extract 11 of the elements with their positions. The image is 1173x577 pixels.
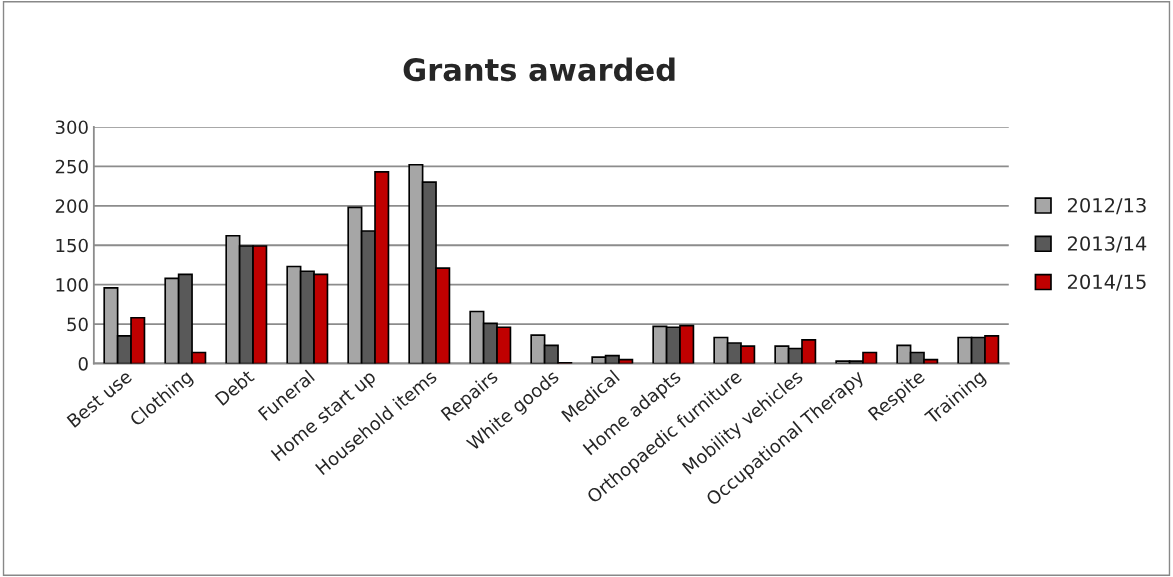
- legend-label: 2014/15: [1067, 274, 1146, 291]
- y-tick-label: 0: [78, 356, 88, 371]
- y-tick-label: 250: [55, 159, 88, 174]
- y-tick-label: 100: [56, 278, 88, 292]
- y-tick-label: 50: [67, 317, 88, 332]
- chart-title: Grants awarded: [403, 57, 675, 82]
- legend-label: 2012/13: [1067, 197, 1146, 215]
- legend-label: 2013/14: [1067, 236, 1147, 253]
- y-tick-label: 150: [56, 238, 88, 253]
- y-tick-label: 300: [55, 120, 88, 135]
- y-tick-label: 200: [55, 199, 88, 213]
